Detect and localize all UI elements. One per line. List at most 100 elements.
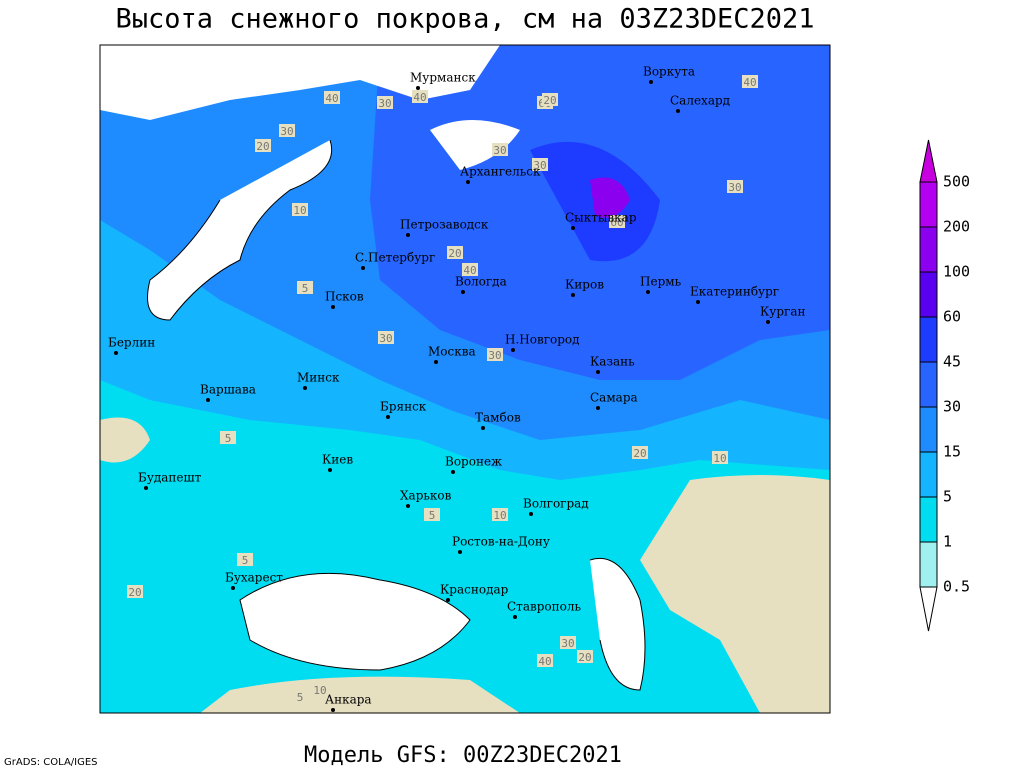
contour-label-box	[492, 508, 508, 521]
city-label: Екатеринбург	[690, 285, 779, 299]
contour-label: 30	[533, 159, 546, 172]
map-frame	[99, 44, 831, 714]
city-label: Мурманск	[410, 71, 476, 85]
city-label: Ростов-на-Дону	[452, 535, 550, 549]
bare-land	[100, 417, 150, 463]
city-label: Минск	[297, 371, 340, 385]
city-label: Москва	[428, 345, 476, 359]
city-dot	[406, 504, 410, 508]
contour-label: 30	[488, 349, 501, 362]
contour-label: 5	[225, 432, 232, 445]
contour-label-box	[127, 585, 143, 598]
city-dot	[529, 512, 533, 516]
contour-label-box	[292, 203, 308, 216]
legend-top-arrow	[919, 139, 938, 183]
contour-label-box	[412, 90, 428, 103]
contour-label: 20	[543, 94, 556, 107]
contour-label-box	[324, 91, 340, 104]
city-dot	[434, 360, 438, 364]
contour-label-box	[560, 636, 576, 649]
city-dot	[646, 290, 650, 294]
city-label: Харьков	[400, 489, 452, 503]
credit: GrADS: COLA/IGES	[4, 757, 98, 768]
city-dot	[571, 226, 575, 230]
city-dot	[331, 708, 335, 712]
city-label: Ставрополь	[507, 600, 581, 614]
city-label: Тамбов	[475, 411, 521, 425]
contour-label-box	[537, 654, 553, 667]
contour-label-box	[237, 553, 253, 566]
contour-label-box	[377, 96, 393, 109]
city-dot	[114, 351, 118, 355]
contour-label-box	[447, 246, 463, 259]
city-label: Курган	[760, 305, 805, 319]
contour-label-box	[462, 263, 478, 276]
contour-label-box	[378, 331, 394, 344]
city-label: Петрозаводск	[400, 218, 489, 232]
bare-turkey	[200, 676, 520, 713]
city-dot	[328, 468, 332, 472]
city-label: Анкара	[325, 693, 372, 707]
legend-label: 200	[943, 218, 970, 236]
legend-label: 30	[943, 398, 961, 416]
legend-label: 100	[943, 263, 970, 281]
contour-label-box	[297, 281, 313, 294]
city-dot	[446, 598, 450, 602]
city-dot	[144, 486, 148, 490]
city-label: Варшава	[200, 383, 256, 397]
contour-label: 40	[325, 92, 338, 105]
contour-label-box	[424, 508, 440, 521]
city-dot	[466, 180, 470, 184]
contour-label: 20	[256, 140, 269, 153]
city-dot	[451, 470, 455, 474]
city-label: Пермь	[640, 275, 682, 289]
city-label: Сыктывкар	[565, 211, 637, 225]
city-dot	[386, 415, 390, 419]
city-label: Воронеж	[445, 455, 502, 469]
city-label: Волгоград	[523, 497, 589, 511]
baltic-sea	[147, 139, 332, 321]
white-sea	[430, 120, 520, 170]
contour-label: 30	[378, 97, 391, 110]
legend-label: 0.5	[943, 578, 970, 596]
city-dot	[676, 109, 680, 113]
city-label: Бухарест	[225, 571, 283, 585]
city-dot	[406, 233, 410, 237]
contour-label: 10	[713, 452, 726, 465]
contour-label: 5	[242, 554, 249, 567]
contour-label-box	[292, 690, 308, 703]
barents-sea	[100, 45, 500, 120]
contour-label: 10	[493, 509, 506, 522]
city-dot	[596, 406, 600, 410]
city-label: Воркута	[643, 65, 695, 79]
legend-swatch	[919, 406, 938, 453]
contour-label-box	[609, 215, 625, 228]
contour-label: 10	[293, 204, 306, 217]
contour-label: 30	[280, 125, 293, 138]
bare-steppe	[640, 475, 830, 713]
contour-label: 40	[413, 91, 426, 104]
city-dot	[461, 290, 465, 294]
legend-label: 500	[943, 173, 970, 191]
legend-label: 45	[943, 353, 961, 371]
contour-label-box	[492, 143, 508, 156]
contour-label: 20	[633, 447, 646, 460]
legend-swatch	[919, 361, 938, 408]
city-label: Киров	[565, 278, 604, 292]
legend-label: 1	[943, 533, 952, 551]
contour-label-box	[255, 139, 271, 152]
caspian-sea	[589, 558, 646, 691]
city-label: Краснодар	[440, 583, 509, 597]
black-sea	[239, 572, 471, 671]
city-dot	[511, 348, 515, 352]
contour-label-box	[279, 124, 295, 137]
legend-swatch	[919, 271, 938, 318]
contour-label: 30	[728, 181, 741, 194]
contour-label: 40	[538, 655, 551, 668]
contour-label-box	[577, 650, 593, 663]
contour-label: 30	[379, 332, 392, 345]
city-dot	[696, 300, 700, 304]
city-label: Архангельск	[460, 165, 541, 179]
